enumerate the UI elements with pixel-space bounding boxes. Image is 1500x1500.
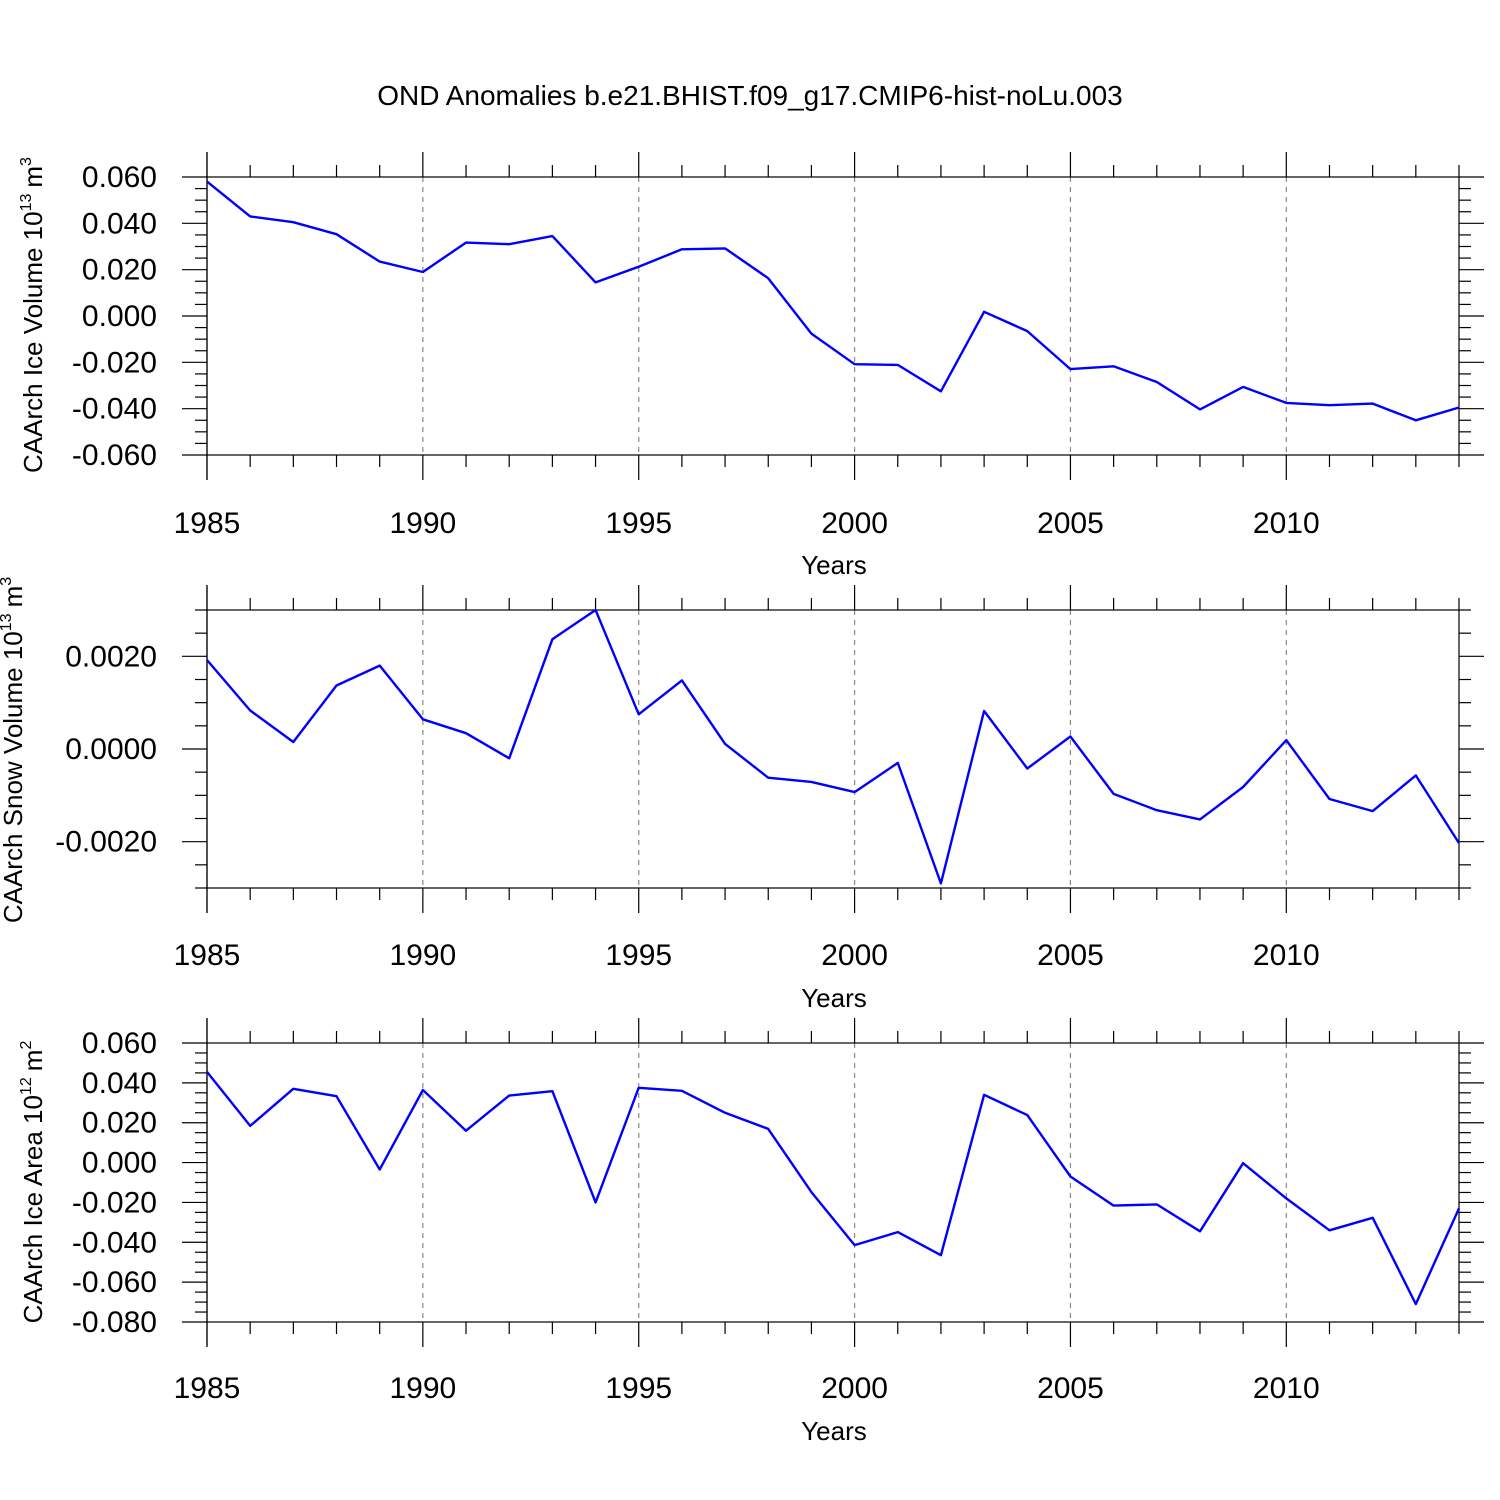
y-axis-label: CAArch Ice Volume 1013 m3 xyxy=(18,157,48,473)
figure-title: OND Anomalies b.e21.BHIST.f09_g17.CMIP6-… xyxy=(377,80,1123,111)
y-tick-label: -0.060 xyxy=(72,439,157,472)
series-line xyxy=(206,608,1461,885)
x-tick-label: 1990 xyxy=(389,507,456,540)
x-tick-label: 1995 xyxy=(605,1372,672,1405)
x-tick-label: 2010 xyxy=(1253,939,1320,972)
plot-frame xyxy=(206,609,1460,889)
x-tick-label: 1990 xyxy=(389,1372,456,1405)
series-line xyxy=(206,1071,1461,1306)
x-tick-label: 2005 xyxy=(1037,939,1104,972)
x-tick-label: 2000 xyxy=(821,507,888,540)
x-tick-label: 1985 xyxy=(174,507,241,540)
y-axis-label-main: CAArch Ice Area 10 xyxy=(18,1095,48,1323)
y-tick-label: 0.020 xyxy=(82,254,157,287)
y-axis-label-unit-exponent: 2 xyxy=(18,1041,35,1050)
plot-frame xyxy=(206,176,1460,456)
y-tick-label: 0.040 xyxy=(82,207,157,240)
y-axis-label-unit-exponent: 3 xyxy=(0,577,15,586)
x-axis-label: Years xyxy=(801,1416,867,1446)
y-tick-label: 0.000 xyxy=(82,1147,157,1180)
x-axis-label: Years xyxy=(801,550,867,580)
y-tick-label: 0.060 xyxy=(82,1027,157,1060)
y-tick-label: 0.040 xyxy=(82,1067,157,1100)
x-tick-label: 2000 xyxy=(821,1372,888,1405)
y-axis-label-exponent: 13 xyxy=(0,613,15,631)
y-axis-label-main: CAArch Ice Volume 10 xyxy=(18,211,48,473)
y-tick-label: 0.0020 xyxy=(65,640,157,673)
y-axis-label: CAArch Snow Volume 1013 m3 xyxy=(0,577,28,923)
y-tick-label: 0.0000 xyxy=(65,733,157,766)
x-tick-label: 2010 xyxy=(1253,1372,1320,1405)
chart-panel-1: 0.060 0.040 0.020 0.000 -0.020 -0.040 -0.060 19… xyxy=(18,152,1484,580)
y-axis-label-main: CAArch Snow Volume 10 xyxy=(0,631,28,923)
x-tick-label: 1990 xyxy=(389,939,456,972)
y-tick-label: -0.040 xyxy=(72,1226,157,1259)
y-tick-label: -0.040 xyxy=(72,393,157,426)
x-tick-label: 1995 xyxy=(605,939,672,972)
y-axis-label-unit: m xyxy=(18,166,48,188)
y-axis-label: CAArch Ice Area 1012 m2 xyxy=(18,1041,48,1324)
y-tick-label: -0.060 xyxy=(72,1266,157,1299)
y-tick-label: 0.000 xyxy=(82,300,157,333)
plot-frame xyxy=(206,1042,1460,1323)
y-axis-label-exponent: 13 xyxy=(18,194,35,212)
x-tick-label: 1985 xyxy=(174,939,241,972)
y-axis-label-unit: m xyxy=(0,586,28,608)
x-tick-label: 2005 xyxy=(1037,1372,1104,1405)
series-line xyxy=(206,180,1460,422)
y-tick-label: -0.080 xyxy=(72,1306,157,1339)
x-axis-label: Years xyxy=(801,983,867,1013)
y-axis-label-unit: m xyxy=(18,1050,48,1072)
x-tick-label: 1985 xyxy=(174,1372,241,1405)
y-tick-label: 0.060 xyxy=(82,161,157,194)
x-tick-label: 2010 xyxy=(1253,507,1320,540)
y-tick-label: -0.0020 xyxy=(55,826,157,859)
chart-panel-3: 0.060 0.040 0.020 0.000 -0.020 -0.040 -0.060 -0… xyxy=(18,1018,1484,1446)
panels: 0.060 0.040 0.020 0.000 -0.020 -0.040 -0.060 19… xyxy=(0,152,1484,1446)
y-tick-label: -0.020 xyxy=(72,346,157,379)
x-tick-label: 2000 xyxy=(821,939,888,972)
y-tick-label: 0.020 xyxy=(82,1107,157,1140)
y-tick-label: -0.020 xyxy=(72,1186,157,1219)
y-axis-label-exponent: 12 xyxy=(18,1077,35,1095)
x-tick-label: 1995 xyxy=(605,507,672,540)
chart-panel-2: 0.0020 0.0000 -0.0020 1985 1990 1995 2000 2005 2… xyxy=(0,577,1484,1013)
x-tick-label: 2005 xyxy=(1037,507,1104,540)
y-axis-label-unit-exponent: 3 xyxy=(18,157,35,166)
